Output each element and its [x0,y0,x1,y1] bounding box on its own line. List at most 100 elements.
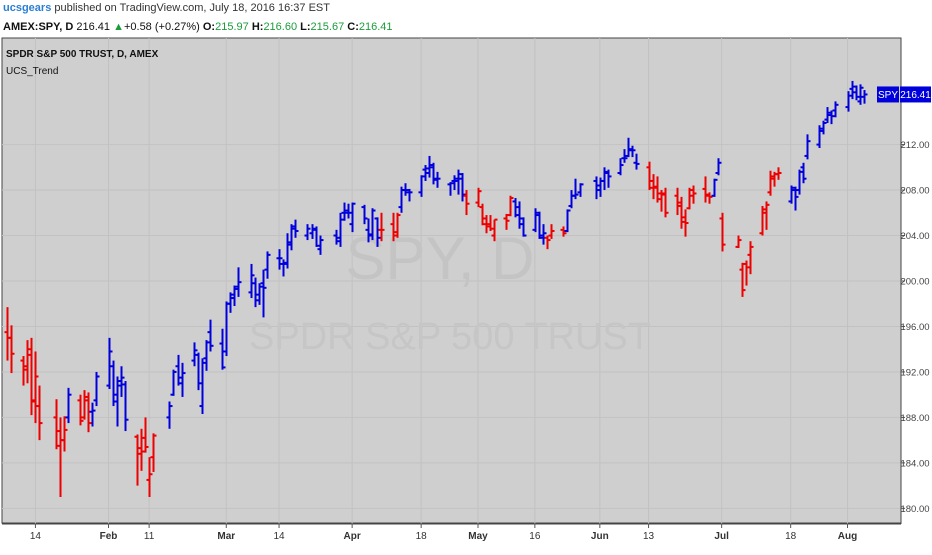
ohlc-bar [430,162,437,185]
ohlc-bar [292,219,299,238]
ohlc-bar [207,319,214,352]
last-price-tag: SPY 216.41 [877,86,931,103]
ohlc-bar [418,175,425,197]
ohlc-bar [650,174,657,200]
ohlc-bar [678,196,685,229]
price-axis[interactable] [901,38,931,523]
ohlc-bar [512,198,519,218]
low-label: L: [300,21,311,33]
price-tick-label: 200.00 [900,277,929,288]
ohlc-bar [264,251,271,279]
time-tick-label: Jun [591,531,609,542]
ohlc-bar [426,155,433,178]
ohlc-bar [85,392,92,433]
ohlc-bar [540,224,547,245]
ohlc-bar [24,340,31,384]
ohlc-bar [248,263,255,299]
ohlc-bar [792,186,799,211]
ohlc-bar [548,224,555,239]
ohlc-bar [459,173,466,202]
ohlc-bar [390,212,397,242]
ohlc-bar [451,175,458,191]
grid-lines [2,38,901,524]
price-tick-label: 196.00 [900,322,929,333]
ohlc-bar [65,387,72,424]
ohlc-bar [800,162,807,184]
price-tag-value-box [900,86,931,103]
price-axis-ticks: 180.00 184.00 188.00 192.00 196.00 200.00 204.… [900,140,929,515]
ohlc-bar [633,153,640,170]
ohlc-bar [617,158,624,176]
ohlc-bar [593,176,600,200]
ohlc-chart[interactable]: SPY, D SPDR S&P 500 TRUST SPDR S&P 500 T… [0,37,932,550]
ohlc-bar [53,399,60,450]
ohlc-bar [682,209,689,237]
ohlc-bar [702,176,709,203]
open-label: O: [202,21,216,33]
ohlc-bar [284,233,291,269]
ohlc-bar [337,212,344,247]
ohlc-bar [138,428,145,471]
price-tag-value: 216.41 [900,90,931,101]
indicator-label[interactable]: UCS_Trend [6,66,58,77]
ohlc-bar [625,137,632,158]
ohlc-bar [317,235,324,255]
quote-line: AMEX:SPY, D 216.41 ▲+0.58 (+0.27%) O:215… [3,21,393,33]
ohlc-bar [544,235,551,250]
ohlc-bar [288,224,295,251]
ohlc-bar [252,277,259,308]
ohlc-bar [227,292,234,313]
ohlc-bar [8,325,15,374]
ohlc-bar [503,213,510,230]
ohlc-bar [654,176,661,203]
ohlc-bar [662,187,669,218]
time-axis[interactable] [0,524,932,550]
ohlc-bar [280,259,287,277]
ohlc-bar [341,202,348,221]
ohlc-bar [195,352,202,391]
up-arrow-icon: ▲ [113,21,124,33]
close-label: C: [347,21,359,33]
ohlc-bar [378,212,385,242]
ohlc-bar [706,192,713,204]
ohlc-bar [564,209,571,233]
chart-container[interactable]: SPY, D SPDR S&P 500 TRUST SPDR S&P 500 T… [0,37,932,550]
time-tick-label: 14 [30,531,42,542]
ohlc-bar [516,201,523,229]
ohlc-bar [621,149,628,163]
ohlc-bar [114,376,121,427]
ohlc-bar [203,340,210,371]
ohlc-bar [394,212,401,238]
ohlc-bar [122,381,129,432]
ohlc-bar [646,161,653,191]
ohlc-bar [475,187,482,208]
open-value: 215.97 [215,21,249,33]
price-tick-label: 180.00 [900,504,929,515]
price-tick-label: 188.00 [900,413,929,424]
ohlc-bar [605,169,612,188]
ohlc-bar [361,204,368,225]
ohlc-bar [487,215,494,231]
ohlc-bar [674,187,681,216]
time-tick-label: 16 [529,531,541,542]
ohlc-bar [134,434,141,486]
ohlc-bar [81,390,88,420]
ohlc-bar [739,262,746,297]
ohlc-bar [483,215,490,234]
price-bars [4,80,868,497]
ohlc-bar [520,217,527,237]
ohlc-bar [36,385,43,441]
ohlc-bar [77,394,84,426]
price-tick-label: 204.00 [900,231,929,242]
ohlc-bar [61,416,68,452]
ohlc-bar [735,235,742,249]
ohlc-bar [491,218,498,242]
high-label: H: [251,21,264,33]
author-link[interactable]: ucsgears [3,2,52,14]
price-tag-symbol-box [877,86,899,103]
ohlc-bar [422,165,429,181]
symbol-label: AMEX:SPY, D [3,21,74,33]
price-tag-symbol: SPY [878,90,898,101]
ohlc-bar [463,190,470,216]
ohlc-bar [110,360,117,407]
